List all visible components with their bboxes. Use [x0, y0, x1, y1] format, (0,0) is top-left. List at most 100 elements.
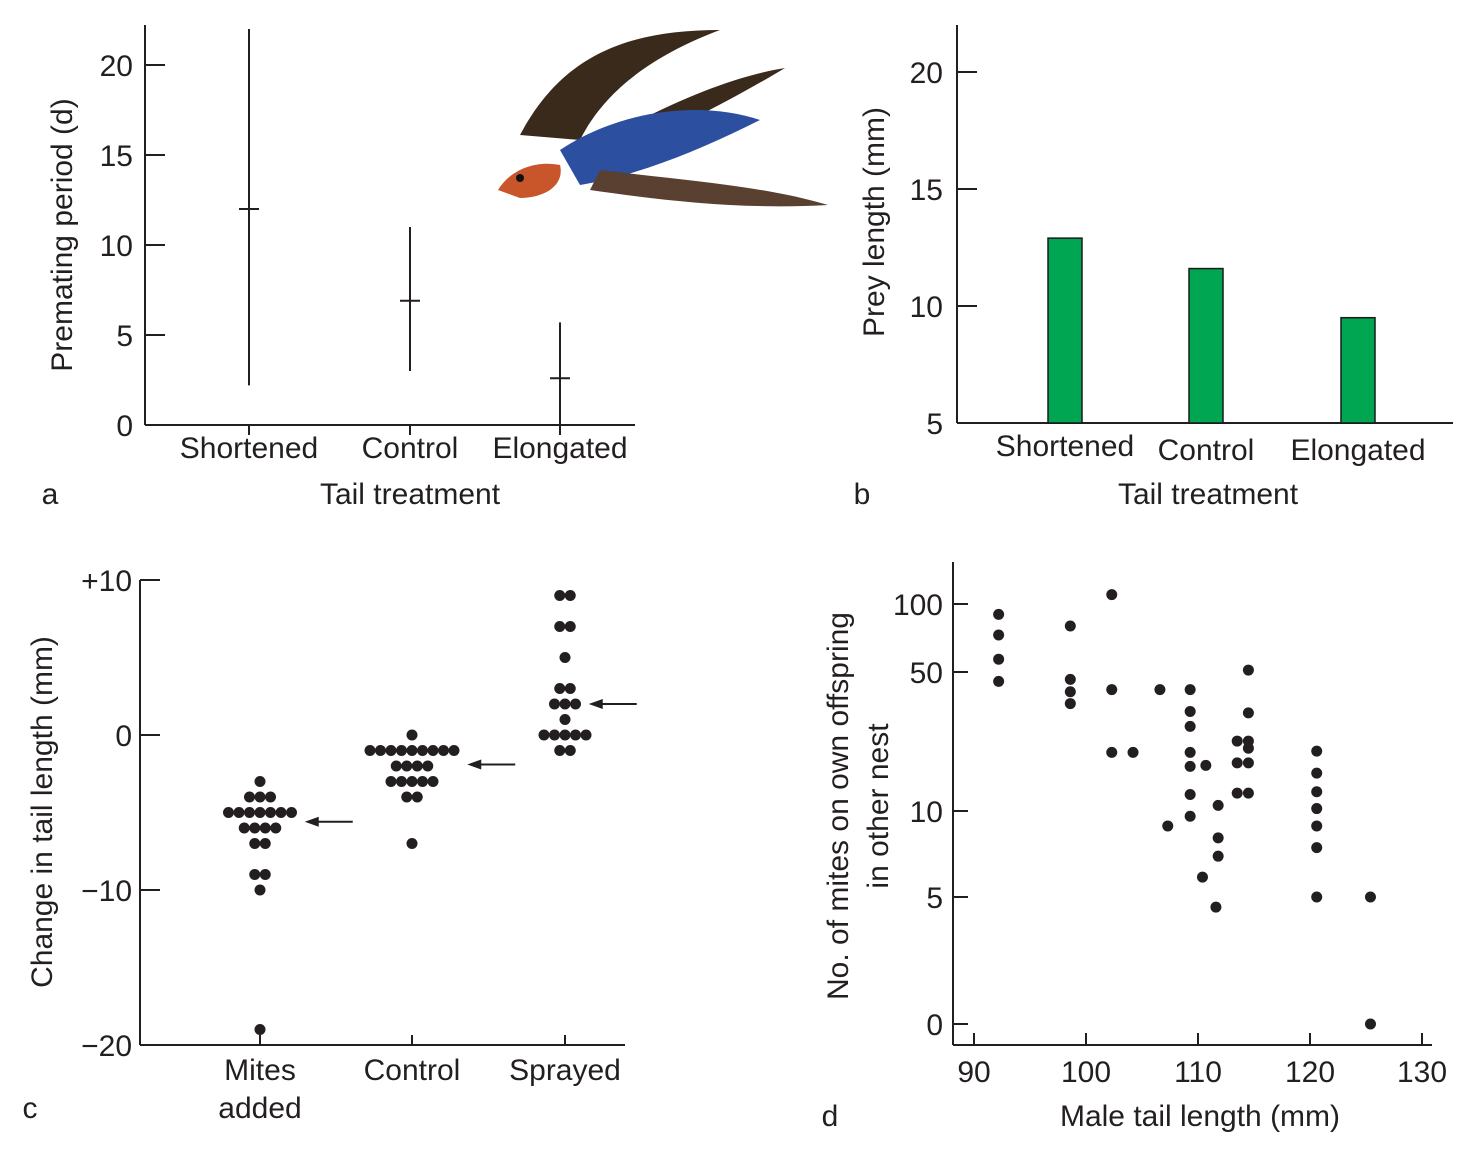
data-point: [259, 838, 271, 849]
data-point: [1064, 620, 1076, 632]
panel-d: 0 5 10 50 100 90 100 110 120 130 Male tail length …: [822, 562, 1447, 1133]
x-tick-label: 110: [1174, 1056, 1222, 1089]
data-point: [259, 822, 271, 834]
data-point: [448, 745, 460, 756]
data-point: [427, 745, 439, 756]
y-tick-label: 0: [926, 1009, 943, 1042]
data-point: [254, 884, 266, 896]
data-point: [411, 760, 423, 772]
data-point: [1231, 757, 1243, 769]
data-point: [1200, 759, 1212, 771]
data-point: [538, 729, 550, 741]
data-point: [233, 807, 245, 818]
panel-label-a: a: [42, 478, 59, 511]
x-tick-label: added: [218, 1092, 301, 1125]
panel-label-c: c: [23, 1092, 38, 1125]
data-point: [286, 807, 297, 818]
panel-label-d: d: [822, 1100, 839, 1133]
data-point: [244, 791, 255, 803]
data-point: [259, 869, 271, 880]
y-axis-label-line-2: in other nest: [862, 723, 895, 889]
data-point: [1311, 891, 1323, 903]
x-tick-label: 130: [1397, 1056, 1447, 1089]
bar: [1340, 316, 1376, 424]
y-axis-label: Change in tail length (mm): [26, 636, 59, 988]
data-point: [1154, 684, 1166, 696]
data-point: [406, 838, 418, 849]
data-point: [249, 822, 261, 834]
data-point: [1231, 787, 1243, 799]
data-point: [1242, 742, 1254, 754]
data-point: [559, 714, 571, 725]
y-tick-label: 5: [926, 882, 943, 915]
data-point: [249, 869, 261, 880]
data-point: [1242, 707, 1254, 719]
data-point: [559, 698, 571, 710]
data-point: [1311, 745, 1323, 757]
data-point: [396, 776, 407, 787]
data-point: [1127, 746, 1139, 758]
data-point: [406, 776, 418, 787]
data-point: [1311, 786, 1323, 798]
y-tick-label: 20: [100, 50, 133, 83]
data-point: [406, 729, 418, 741]
data-point: [1311, 803, 1323, 815]
data-point: [244, 807, 255, 818]
data-point: [554, 745, 566, 756]
y-tick-label: −10: [81, 875, 132, 908]
data-point: [1242, 757, 1254, 769]
wing-lower: [590, 170, 828, 207]
x-axis-label: Tail treatment: [1118, 478, 1299, 511]
y-tick-label: 0: [116, 410, 133, 443]
data-point: [1106, 589, 1118, 601]
data-point: [223, 807, 234, 818]
data-point: [254, 807, 266, 818]
x-tick-label: 120: [1285, 1056, 1335, 1089]
data-point: [375, 745, 386, 756]
data-point: [1184, 705, 1196, 717]
data-point: [1364, 1018, 1376, 1030]
y-axis-label: Prey length (mm): [858, 107, 891, 337]
x-tick-label: Shortened: [180, 432, 318, 465]
eye: [516, 174, 524, 182]
bar: [1188, 267, 1224, 424]
data-point: [401, 760, 413, 772]
data-point: [390, 760, 402, 772]
data-point: [1064, 686, 1076, 698]
y-tick-label: 10: [910, 291, 943, 324]
data-point: [993, 675, 1005, 687]
data-point: [549, 729, 560, 741]
x-tick-label: Elongated: [1290, 434, 1425, 467]
y-tick-label: 10: [100, 230, 133, 263]
panel-b: 5 10 15 20 Shortened Control Elongated Tail tre…: [854, 25, 1453, 511]
y-tick-label: 15: [910, 174, 943, 207]
data-point: [1184, 810, 1196, 822]
data-point: [1311, 767, 1323, 779]
mean-arrow-head: [588, 699, 603, 709]
data-point: [1242, 787, 1254, 799]
x-tick-label: Control: [1158, 434, 1255, 467]
x-tick-label: 100: [1061, 1056, 1111, 1089]
bar: [1047, 237, 1083, 424]
data-point: [1231, 735, 1243, 747]
wing-upper: [520, 30, 720, 140]
y-tick-label: 5: [926, 408, 943, 441]
data-point: [396, 745, 407, 756]
data-point: [1162, 820, 1174, 832]
data-point: [270, 822, 282, 834]
data-point: [1364, 891, 1376, 903]
data-point: [417, 745, 428, 756]
x-axis-label: Tail treatment: [320, 478, 501, 511]
y-tick-label: 15: [100, 140, 133, 173]
data-point: [570, 698, 581, 710]
y-tick-label: 10: [910, 796, 943, 829]
data-point: [401, 791, 413, 803]
data-point: [1184, 760, 1196, 772]
data-point: [1212, 832, 1224, 844]
data-point: [1184, 720, 1196, 732]
data-point: [265, 807, 276, 818]
panel-c: +10 0 −10 −20 Mites added Control Sprayed Change…: [23, 565, 637, 1125]
data-point: [580, 729, 592, 741]
data-point: [1311, 820, 1323, 832]
data-point: [993, 608, 1005, 620]
